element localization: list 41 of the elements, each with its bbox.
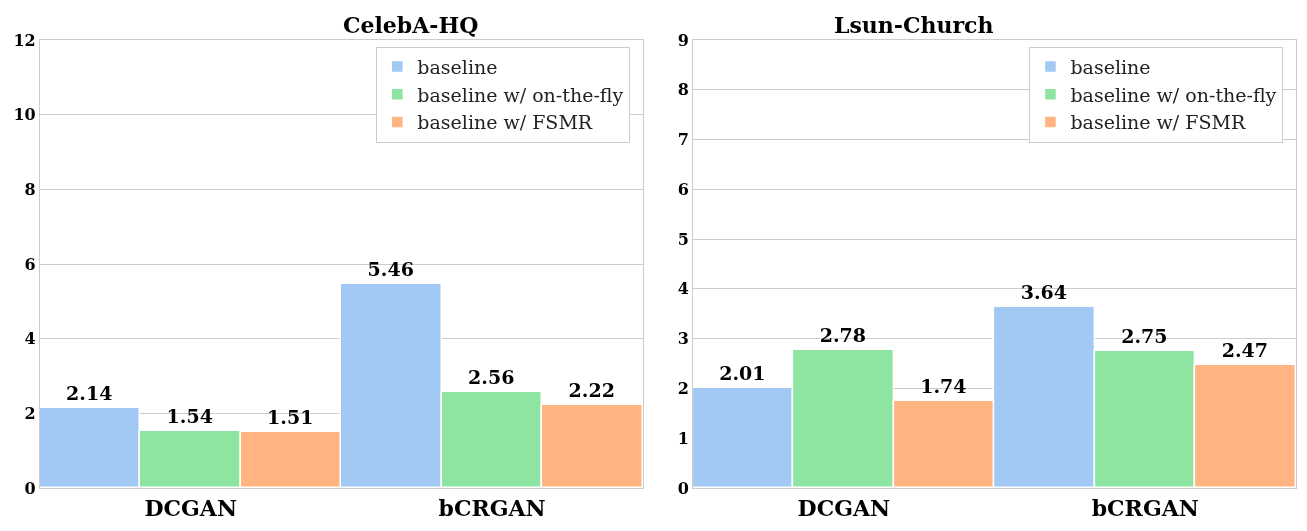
y-tick-label: 8 bbox=[677, 80, 689, 100]
legend-label: baseline w/ FSMR bbox=[1070, 111, 1246, 134]
y-tick-label: 1 bbox=[677, 428, 689, 448]
data-label: 2.78 bbox=[819, 324, 867, 347]
legend-label: baseline w/ on-the-fly bbox=[1070, 83, 1277, 106]
legend-label: baseline bbox=[1070, 55, 1151, 78]
legend-label: baseline w/ FSMR bbox=[417, 111, 593, 134]
chart-title: Lsun-Church bbox=[834, 12, 994, 38]
x-tick-label: bCRGAN bbox=[1091, 494, 1199, 521]
data-label: 1.54 bbox=[166, 405, 213, 428]
y-tick-label: 5 bbox=[677, 229, 689, 249]
chart-title: CelebA-HQ bbox=[343, 12, 479, 38]
x-tick-label: bCRGAN bbox=[438, 494, 546, 521]
data-label: 1.51 bbox=[267, 406, 314, 429]
y-tick-label: 4 bbox=[677, 279, 689, 299]
data-label: 3.64 bbox=[1020, 281, 1068, 304]
y-tick-label: 2 bbox=[677, 379, 689, 399]
x-tick-label: DCGAN bbox=[144, 494, 237, 521]
data-label: 1.74 bbox=[920, 375, 967, 398]
y-tick-label: 8 bbox=[24, 179, 36, 199]
data-label: 2.75 bbox=[1121, 325, 1168, 348]
y-tick-label: 0 bbox=[24, 478, 36, 498]
data-label: 2.47 bbox=[1221, 339, 1269, 362]
data-label: 2.14 bbox=[66, 382, 113, 405]
y-tick-label: 3 bbox=[677, 329, 689, 349]
y-tick-label: 0 bbox=[677, 478, 689, 498]
data-label: 2.56 bbox=[468, 366, 515, 389]
y-tick-label: 4 bbox=[24, 329, 36, 349]
data-label: 2.22 bbox=[568, 379, 615, 402]
y-tick-label: 2 bbox=[24, 403, 36, 423]
legend-label: baseline w/ on-the-fly bbox=[417, 83, 624, 106]
y-tick-label: 9 bbox=[677, 30, 689, 50]
y-tick-label: 6 bbox=[24, 254, 36, 274]
x-tick-label: DCGAN bbox=[797, 494, 891, 521]
legend-label: baseline bbox=[417, 55, 498, 78]
data-label: 5.46 bbox=[367, 258, 414, 281]
data-label: 2.01 bbox=[719, 362, 766, 385]
y-tick-label: 10 bbox=[13, 105, 36, 125]
y-tick-label: 6 bbox=[677, 179, 689, 199]
y-tick-label: 12 bbox=[13, 30, 36, 50]
y-tick-label: 7 bbox=[677, 130, 689, 150]
